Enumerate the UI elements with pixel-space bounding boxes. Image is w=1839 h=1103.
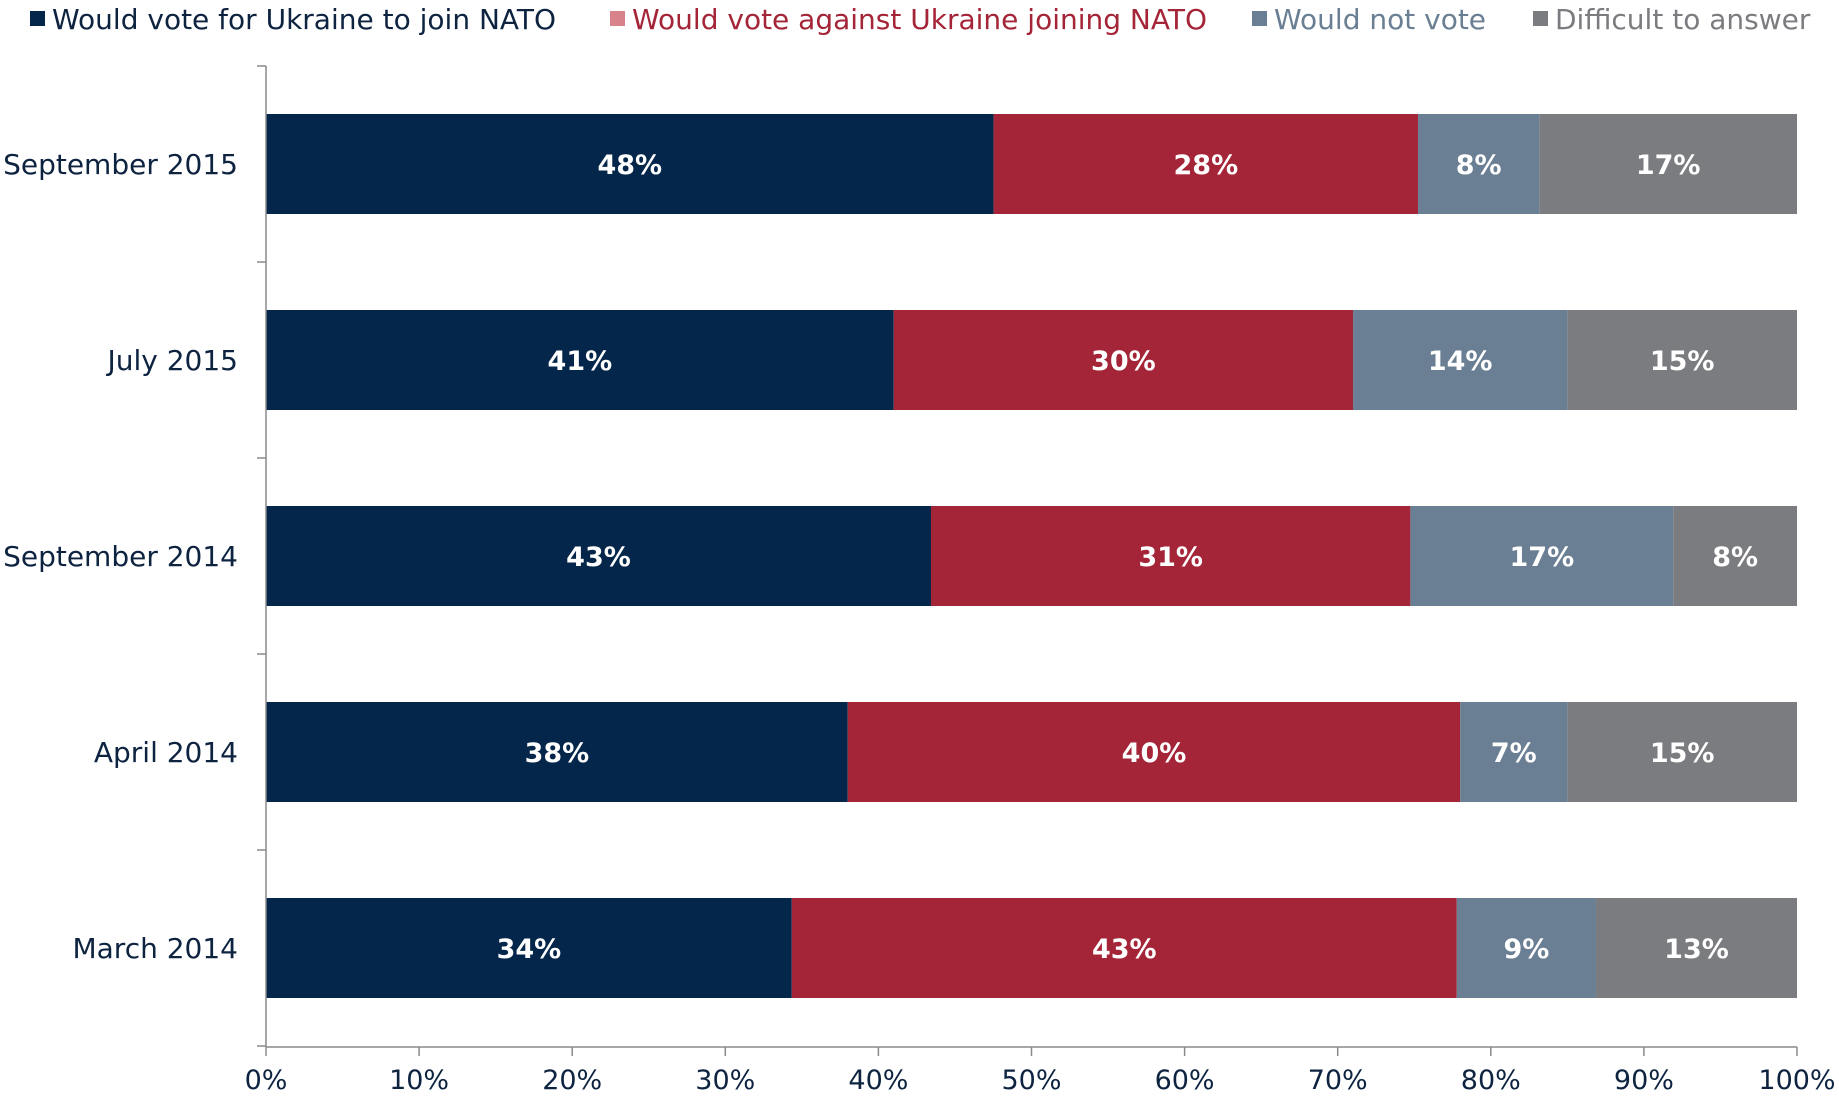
x-tick-label: 20% [542, 1065, 602, 1096]
legend-entry: Would vote for Ukraine to join NATO [52, 3, 556, 36]
x-tick-label: 0% [245, 1065, 288, 1096]
category-label: July 2015 [105, 344, 238, 377]
x-tick-label: 70% [1308, 1065, 1368, 1096]
legend-swatch [1533, 11, 1548, 26]
category-label: September 2014 [3, 540, 238, 573]
bar-segment [266, 506, 931, 606]
bar-segment [893, 310, 1354, 410]
bar-segment [1539, 114, 1797, 214]
data-label: 17% [1636, 150, 1701, 181]
data-label: 48% [597, 150, 662, 181]
x-tick-label: 50% [1001, 1065, 1061, 1096]
legend-entry: Would not vote [1274, 3, 1486, 36]
bar-segment [266, 310, 894, 410]
data-label: 15% [1650, 346, 1715, 377]
bar-segment [1460, 702, 1568, 802]
legend-entry: Would vote against Ukraine joining NATO [632, 3, 1207, 36]
x-tick-label: 40% [848, 1065, 908, 1096]
bar-segment [993, 114, 1419, 214]
bar-segment [1673, 506, 1797, 606]
data-label: 9% [1503, 934, 1549, 965]
data-label: 43% [1092, 934, 1157, 965]
data-label: 15% [1650, 738, 1715, 769]
data-label: 31% [1138, 542, 1203, 573]
category-label: March 2014 [72, 932, 238, 965]
x-tick-label: 100% [1758, 1065, 1835, 1096]
legend-swatch [30, 11, 45, 26]
data-label: 30% [1091, 346, 1156, 377]
bar-segment [1567, 702, 1797, 802]
x-tick-label: 90% [1614, 1065, 1674, 1096]
data-label: 8% [1456, 150, 1502, 181]
bar-segment [791, 898, 1457, 998]
data-label: 17% [1510, 542, 1575, 573]
data-label: 34% [497, 934, 562, 965]
plot-area: 48% 28% 8% 17% 41% 30% 14% 15% 43% 31% 17% 8% 38% 40%… [266, 114, 1797, 998]
legend-swatch [610, 11, 625, 26]
bar-segment [1456, 898, 1596, 998]
x-tick-label: 30% [695, 1065, 755, 1096]
legend-entry: Difficult to answer [1555, 3, 1811, 36]
legend-swatch [1252, 11, 1267, 26]
bar-segment [1418, 114, 1540, 214]
data-label: 14% [1428, 346, 1493, 377]
bar-segment [266, 898, 792, 998]
data-label: 38% [525, 738, 590, 769]
data-label: 41% [548, 346, 613, 377]
axes: September 2015 July 2015 September 2014 Apr… [3, 65, 1836, 1096]
x-tick-label: 60% [1155, 1065, 1215, 1096]
bar-segment [847, 702, 1461, 802]
x-tick-label: 10% [389, 1065, 449, 1096]
data-label: 13% [1664, 934, 1729, 965]
data-label: 7% [1491, 738, 1537, 769]
bar-segment [1567, 310, 1797, 410]
bar-segment [1410, 506, 1674, 606]
bar-segment [1353, 310, 1568, 410]
bar-segment [930, 506, 1411, 606]
data-label: 43% [566, 542, 631, 573]
bar-segment [1595, 898, 1797, 998]
data-label: 40% [1122, 738, 1187, 769]
data-label: 8% [1712, 542, 1758, 573]
category-label: April 2014 [94, 736, 238, 769]
x-tick-label: 80% [1461, 1065, 1521, 1096]
category-label: September 2015 [3, 148, 238, 181]
bar-segment [266, 702, 848, 802]
bar-segment [266, 114, 994, 214]
data-label: 28% [1174, 150, 1239, 181]
legend: Would vote for Ukraine to join NATO Would… [30, 3, 1811, 36]
